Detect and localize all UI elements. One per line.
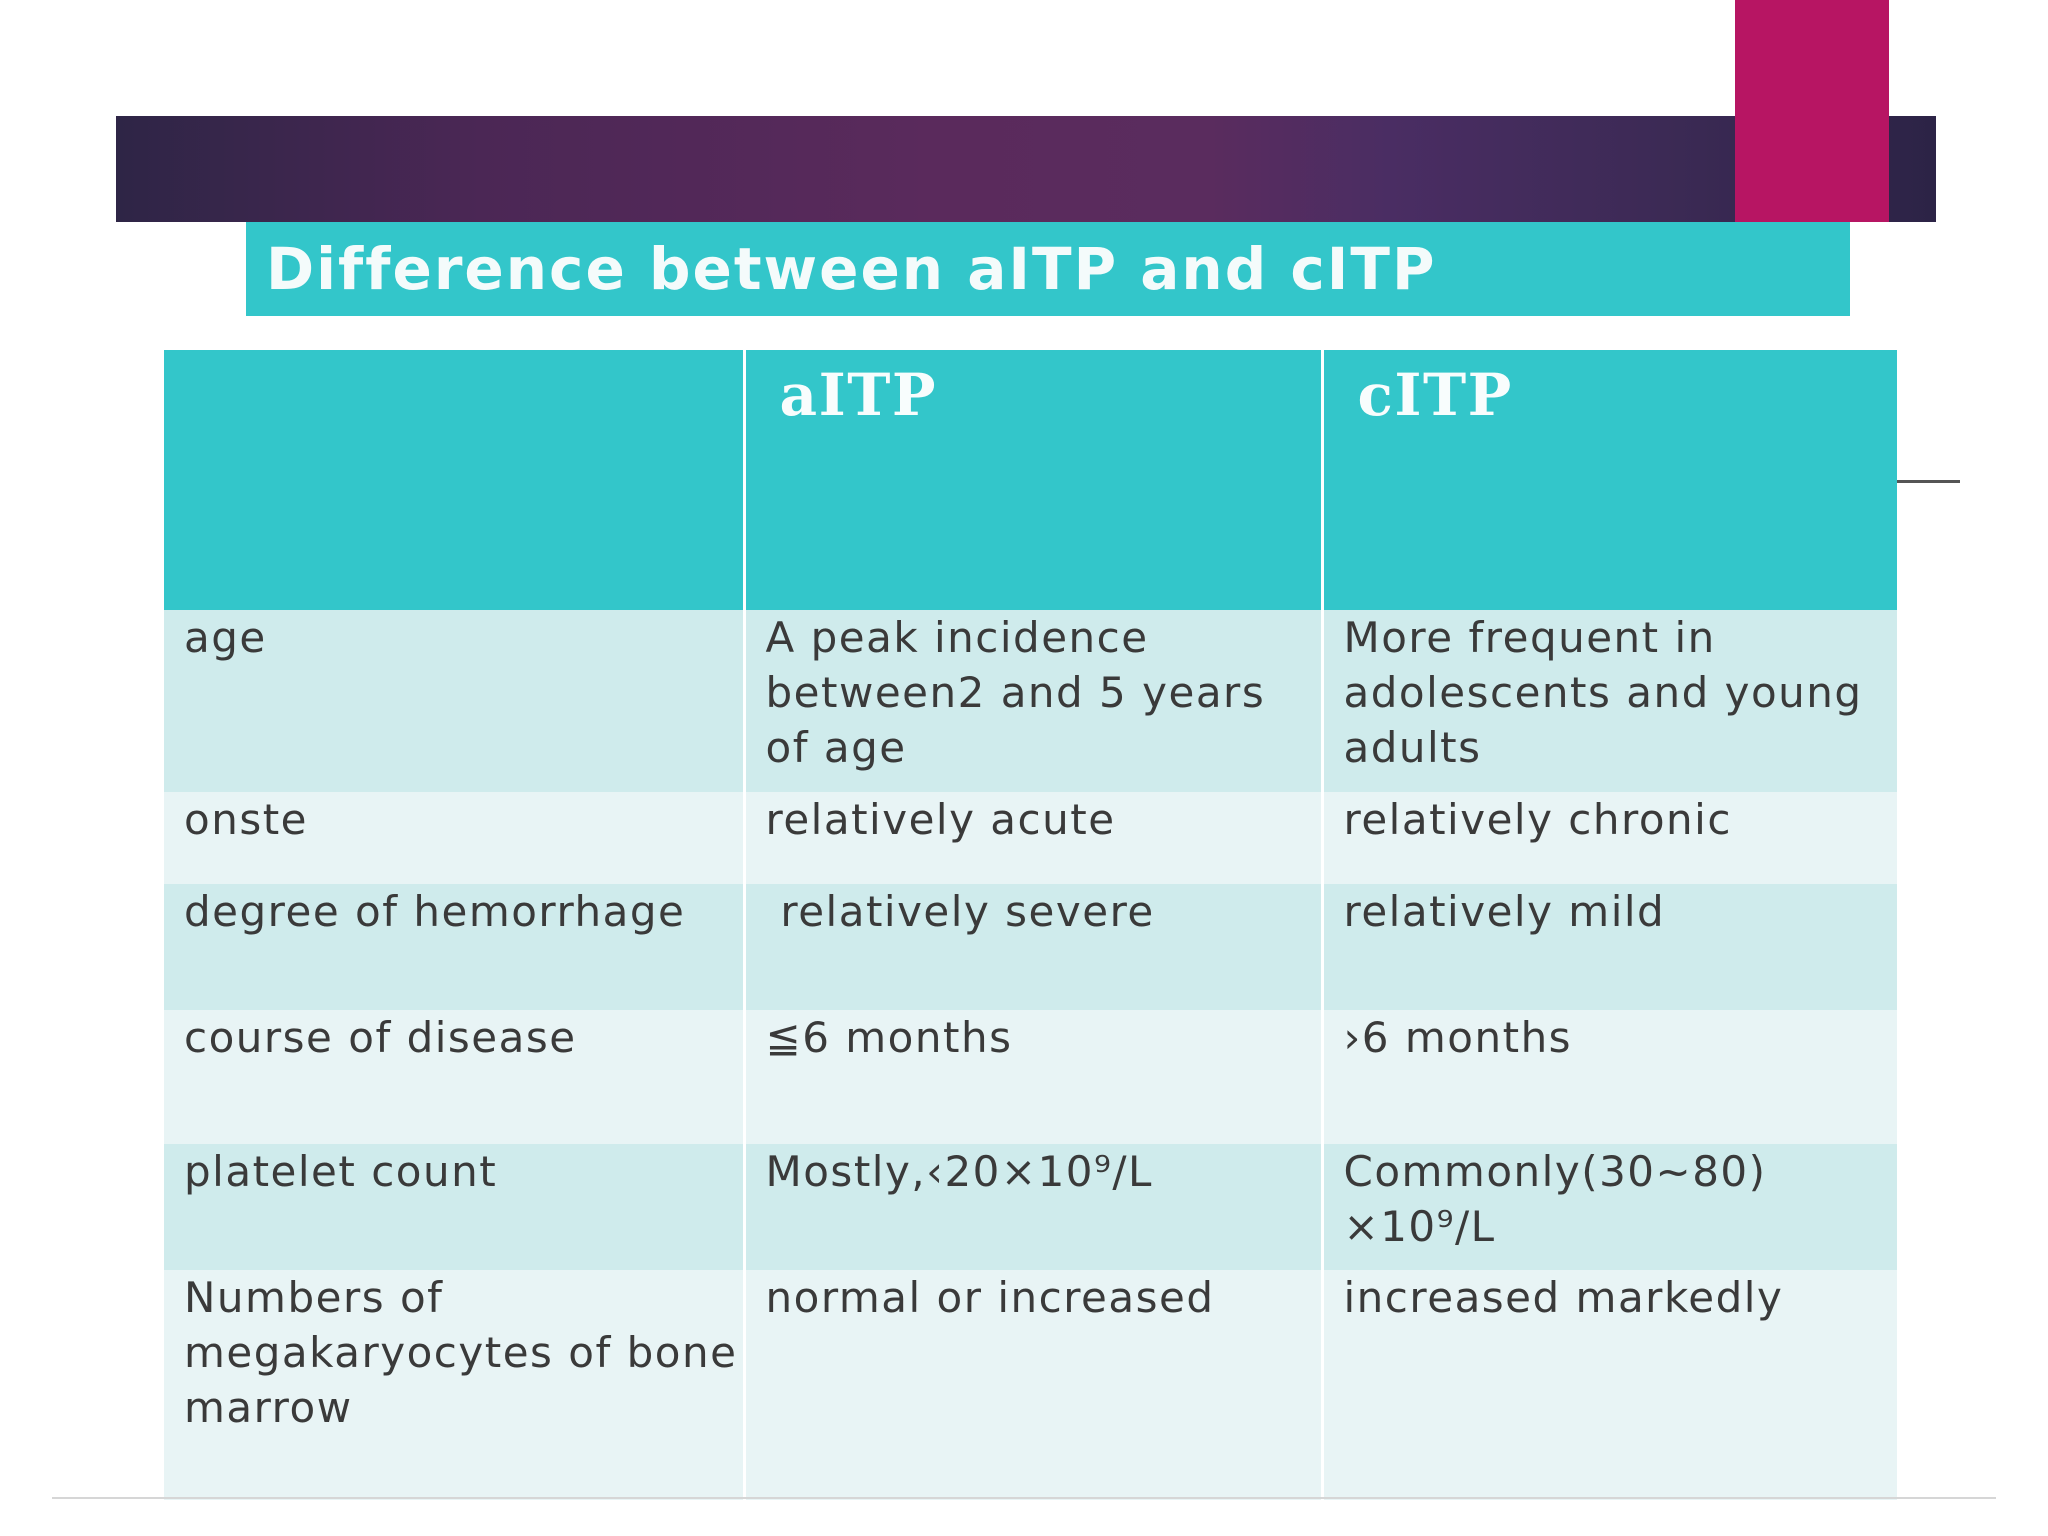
aitp-cell: A peak incidence between2 and 5 years of… [744,610,1324,792]
side-line [1896,480,1960,483]
citp-cell: Commonly(30~80) ×10⁹/L [1322,1144,1897,1270]
table-row: Numbers of megakaryocytes of bone marrow… [164,1270,1897,1500]
aitp-cell: Mostly,‹20×10⁹/L [744,1144,1324,1270]
accent-block [1735,0,1889,222]
table-row: age A peak incidence between2 and 5 year… [164,610,1897,792]
table-row: platelet count Mostly,‹20×10⁹/L Commonly… [164,1144,1897,1270]
aitp-cell: normal or increased [744,1270,1324,1500]
row-label: onste [164,792,746,884]
table-row: course of disease ≦6 months ›6 months [164,1010,1897,1144]
title-bar: Difference between aITP and cITP [246,222,1850,316]
citp-cell: ›6 months [1322,1010,1897,1144]
comparison-table: aITP cITP age A peak incidence between2 … [164,350,1897,1500]
top-banner [116,116,1936,222]
citp-cell: relatively chronic [1322,792,1897,884]
aitp-cell: relatively severe [744,884,1324,1010]
aitp-cell: ≦6 months [744,1010,1324,1144]
header-aitp: aITP [744,350,1324,610]
header-row: aITP cITP [164,350,1897,610]
aitp-cell: relatively acute [744,792,1324,884]
row-label: platelet count [164,1144,746,1270]
citp-cell: More frequent in adolescents and young a… [1322,610,1897,792]
header-citp: cITP [1322,350,1897,610]
bottom-rule [52,1497,1996,1499]
slide-title: Difference between aITP and cITP [266,235,1437,303]
citp-cell: increased markedly [1322,1270,1897,1500]
row-label: Numbers of megakaryocytes of bone marrow [164,1270,746,1500]
table-row: onste relatively acute relatively chroni… [164,792,1897,884]
citp-cell: relatively mild [1322,884,1897,1010]
table-row: degree of hemorrhage relatively severe r… [164,884,1897,1010]
row-label: course of disease [164,1010,746,1144]
row-label: degree of hemorrhage [164,884,746,1010]
row-label: age [164,610,746,792]
header-blank [164,350,746,610]
